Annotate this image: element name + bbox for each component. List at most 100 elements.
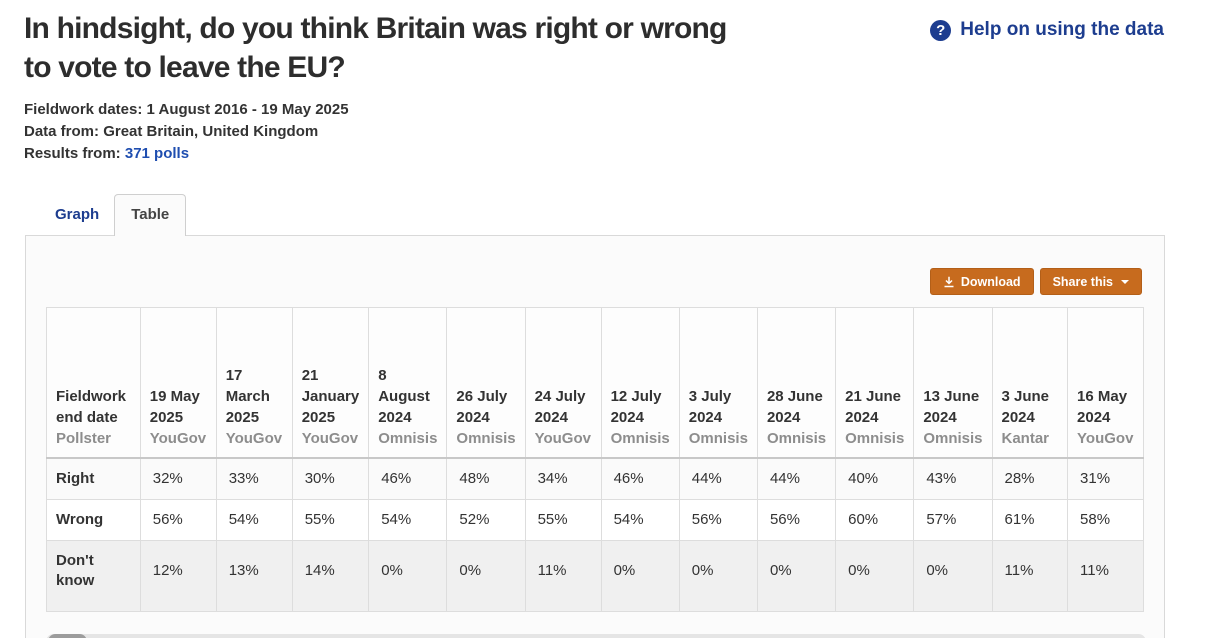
data-cell: 61% — [991, 498, 1069, 541]
row-label: Don't know — [46, 539, 141, 612]
poll-date: 26 July 2024 — [456, 387, 508, 426]
data-cell: 43% — [913, 457, 993, 500]
poll-pollster: Omnisis — [688, 429, 748, 447]
page-title: In hindsight, do you think Britain was r… — [24, 9, 844, 87]
poll-pollster: Omnisis — [845, 429, 905, 447]
poll-column-header: 19 May 2025 YouGov — [139, 307, 217, 459]
data-cell: 46% — [600, 457, 680, 500]
data-cell: 0% — [446, 539, 526, 612]
data-cell: 44% — [678, 457, 758, 500]
poll-pollster: YouGov — [534, 429, 591, 447]
poll-date: 3 June 2024 — [1001, 387, 1050, 426]
tab-bar: Graph Table — [25, 194, 1214, 236]
poll-column-header: 28 June 2024 Omnisis — [756, 307, 837, 459]
poll-date: 21 June 2024 — [845, 387, 901, 426]
polls-count-link[interactable]: 371 polls — [124, 145, 190, 162]
poll-pollster: Omnisis — [610, 429, 670, 447]
poll-date: 21 January 2025 — [301, 366, 360, 426]
data-cell: 0% — [678, 539, 758, 612]
data-cell: 11% — [991, 539, 1069, 612]
data-cell: 55% — [291, 498, 370, 541]
download-button[interactable]: Download — [929, 268, 1034, 295]
caret-down-icon — [1121, 279, 1129, 284]
data-cell: 11% — [524, 539, 602, 612]
data-cell: 13% — [215, 539, 293, 612]
data-from-value: Great Britain, United Kingdom — [103, 123, 319, 140]
poll-date: 16 May 2024 — [1077, 387, 1128, 426]
data-cell: 31% — [1067, 457, 1144, 500]
corner-header-cell: Fieldwork end date Pollster — [46, 307, 141, 459]
poll-date: 17 March 2025 — [225, 366, 270, 426]
poll-pollster: YouGov — [225, 429, 283, 447]
help-link[interactable]: ? Help on using the data — [930, 19, 1164, 41]
tab-table[interactable]: Table — [114, 194, 187, 236]
poll-pollster: Omnisis — [766, 429, 827, 447]
poll-column-header: 24 July 2024 YouGov — [524, 307, 602, 459]
table-header-row: Fieldwork end date Pollster 19 May 2025 You… — [46, 307, 1144, 459]
results-from-label: Results from: — [24, 145, 121, 162]
data-from-line: Data from: Great Britain, United Kingdom — [24, 121, 1214, 143]
data-cell: 46% — [368, 457, 448, 500]
share-this-button[interactable]: Share this — [1039, 268, 1142, 295]
data-cell: 56% — [139, 498, 217, 541]
poll-pollster: Omnisis — [456, 429, 516, 447]
poll-column-header: 3 July 2024 Omnisis — [678, 307, 758, 459]
page: In hindsight, do you think Britain was r… — [0, 9, 1214, 638]
table-row: Wrong 56% 54% 55% 54% 52% 55% 54% 56% 56% 60% 57% 61… — [46, 498, 1144, 541]
tab-graph[interactable]: Graph — [55, 206, 100, 223]
poll-pollster: YouGov — [149, 429, 207, 447]
data-cell: 54% — [215, 498, 293, 541]
table-panel: Download Share this Fieldwork end date Po… — [25, 235, 1165, 638]
data-cell: 56% — [678, 498, 758, 541]
table-scroll-area[interactable]: Fieldwork end date Pollster 19 May 2025 You… — [46, 307, 1144, 612]
data-cell: 0% — [368, 539, 448, 612]
data-cell: 14% — [291, 539, 370, 612]
poll-results-table: Fieldwork end date Pollster 19 May 2025 You… — [46, 307, 1144, 612]
help-link-label: Help on using the data — [960, 19, 1164, 40]
table-row: Don't know 12% 13% 14% 0% 0% 11% 0% 0% 0% 0% 0% 11% 1… — [46, 539, 1144, 612]
data-from-label: Data from: — [24, 123, 100, 140]
data-cell: 32% — [139, 457, 217, 500]
poll-column-header: 16 May 2024 YouGov — [1067, 307, 1144, 459]
poll-pollster: Kantar — [1001, 429, 1050, 447]
data-cell: 54% — [368, 498, 448, 541]
page-title-line1: In hindsight, do you think Britain was r… — [24, 12, 727, 45]
poll-date: 8 August 2024 — [378, 366, 430, 426]
meta-block: Fieldwork dates: 1 August 2016 - 19 May … — [24, 99, 1214, 165]
data-cell: 44% — [756, 457, 837, 500]
horizontal-scrollbar[interactable] — [46, 633, 1146, 638]
data-cell: 33% — [215, 457, 293, 500]
poll-column-header: 8 August 2024 Omnisis — [368, 307, 448, 459]
poll-column-header: 3 June 2024 Kantar — [991, 307, 1069, 459]
poll-pollster: Omnisis — [378, 429, 438, 447]
toolbar: Download Share this — [26, 268, 1142, 295]
data-cell: 0% — [600, 539, 680, 612]
data-cell: 30% — [291, 457, 370, 500]
data-cell: 52% — [446, 498, 526, 541]
data-cell: 0% — [756, 539, 837, 612]
poll-date: 13 June 2024 — [923, 387, 980, 426]
poll-pollster: Omnisis — [923, 429, 983, 447]
data-cell: 57% — [913, 498, 993, 541]
pollster-header: Pollster — [56, 429, 112, 447]
results-from-line: Results from: 371 polls — [24, 143, 1214, 165]
poll-date: 3 July 2024 — [688, 387, 732, 426]
download-icon — [943, 276, 955, 288]
data-cell: 56% — [756, 498, 837, 541]
scrollbar-thumb[interactable] — [48, 633, 87, 638]
fieldwork-dates-line: Fieldwork dates: 1 August 2016 - 19 May … — [24, 99, 1214, 121]
poll-date: 12 July 2024 — [610, 387, 662, 426]
poll-column-header: 21 January 2025 YouGov — [291, 307, 370, 459]
share-this-button-label: Share this — [1052, 274, 1113, 289]
row-label: Wrong — [46, 498, 141, 541]
fieldwork-dates-value: 1 August 2016 - 19 May 2025 — [146, 101, 349, 118]
data-cell: 0% — [835, 539, 915, 612]
poll-column-header: 17 March 2025 YouGov — [215, 307, 293, 459]
data-cell: 58% — [1067, 498, 1144, 541]
data-cell: 12% — [139, 539, 217, 612]
poll-column-header: 26 July 2024 Omnisis — [446, 307, 526, 459]
data-cell: 28% — [991, 457, 1069, 500]
data-cell: 40% — [835, 457, 915, 500]
data-cell: 0% — [913, 539, 993, 612]
download-button-label: Download — [960, 274, 1021, 289]
